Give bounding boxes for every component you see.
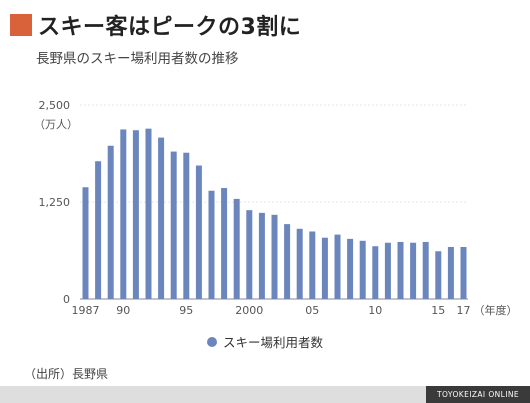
chart-title: スキー客はピークの3割に xyxy=(38,15,302,40)
legend-marker xyxy=(206,336,217,347)
x-tick-label: 15 xyxy=(431,304,445,317)
bar xyxy=(359,240,366,299)
footer-brand: TOYOKEIZAI ONLINE xyxy=(426,386,530,403)
bar xyxy=(347,238,354,299)
x-tick-label: 90 xyxy=(116,304,130,317)
bar xyxy=(435,251,442,299)
bar xyxy=(145,128,152,299)
bar xyxy=(334,234,341,299)
bar xyxy=(321,237,328,299)
x-tick-label: 05 xyxy=(305,304,319,317)
footer-bar: TOYOKEIZAI ONLINE xyxy=(0,386,530,403)
bar xyxy=(258,212,265,299)
bar xyxy=(384,242,391,299)
bar xyxy=(284,224,291,299)
bar xyxy=(422,241,429,299)
y-tick-label: 0 xyxy=(63,293,70,306)
bar xyxy=(271,214,278,299)
bar xyxy=(246,210,253,299)
y-tick-label: 2,500 xyxy=(39,99,71,112)
bar xyxy=(183,152,190,299)
chart-subtitle: 長野県のスキー場利用者数の推移 xyxy=(36,51,239,67)
title-accent-square xyxy=(10,14,32,36)
bar xyxy=(107,145,114,299)
bars xyxy=(82,128,467,299)
bar xyxy=(296,228,303,299)
y-axis-unit: （万人） xyxy=(34,118,78,131)
x-tick-label: 1987 xyxy=(72,304,100,317)
bar xyxy=(410,242,417,299)
bar xyxy=(120,129,127,299)
bar xyxy=(460,247,467,299)
tick-labels: 0 1,250 2,500 1987 90 95 2000 05 10 15 17 （年度） xyxy=(39,99,518,317)
bar xyxy=(158,137,165,299)
x-tick-label: 10 xyxy=(368,304,382,317)
bar xyxy=(397,241,404,299)
legend-label: スキー場利用者数 xyxy=(222,335,323,350)
bar xyxy=(221,188,228,299)
bar xyxy=(195,165,202,299)
bar xyxy=(170,151,177,299)
bar xyxy=(95,161,102,299)
x-tick-label: 17 xyxy=(457,304,471,317)
x-axis-unit: （年度） xyxy=(474,303,518,317)
title-row: スキー客はピークの3割に xyxy=(10,9,301,41)
x-tick-label: 2000 xyxy=(235,304,263,317)
y-tick-label: 1,250 xyxy=(39,196,71,209)
legend: スキー場利用者数 xyxy=(0,332,530,351)
bar xyxy=(82,187,89,299)
bar-chart: 0 1,250 2,500 1987 90 95 2000 05 10 15 17 （年度） xyxy=(39,99,518,317)
source-note: （出所）長野県 xyxy=(24,367,109,381)
bar xyxy=(208,190,215,299)
bar xyxy=(372,246,379,299)
x-tick-label: 95 xyxy=(179,304,193,317)
bar xyxy=(132,130,139,299)
bar xyxy=(233,198,240,299)
bar xyxy=(447,247,454,299)
bar xyxy=(309,231,316,299)
